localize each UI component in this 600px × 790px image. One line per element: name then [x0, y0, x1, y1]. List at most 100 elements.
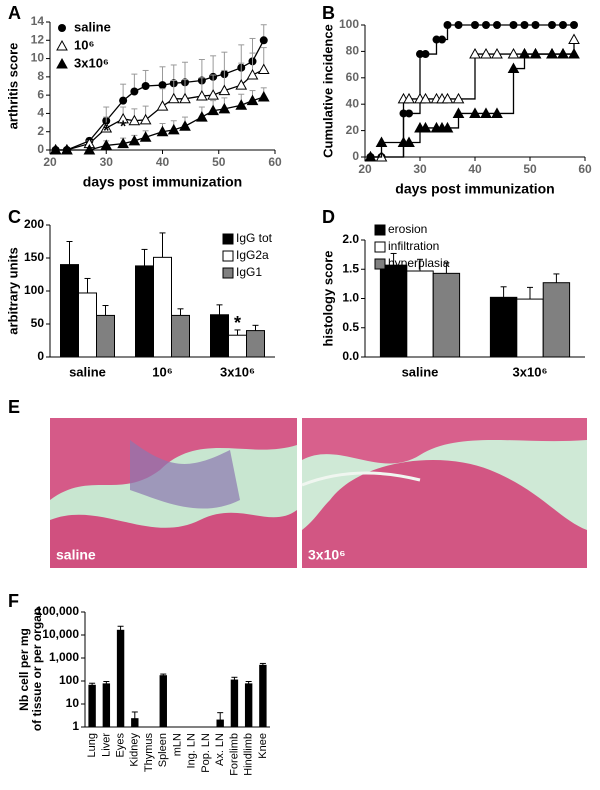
marker [156, 125, 169, 137]
y-tick-label: 2 [37, 124, 44, 138]
x-tick-label: 20 [358, 162, 372, 176]
y-tick-label: 20 [346, 123, 360, 137]
y-tick-label: 1 [72, 719, 79, 733]
legend-label: IgG1 [236, 265, 262, 279]
bar [153, 256, 172, 358]
y-axis-label: arthritis score [5, 43, 20, 130]
marker [432, 35, 441, 44]
x-tick-label: 50 [523, 162, 537, 176]
y-tick-label: 12 [31, 32, 45, 46]
bar [159, 675, 167, 728]
marker [520, 21, 529, 29]
annotation: * [234, 313, 241, 333]
bar [259, 664, 267, 728]
marker [167, 92, 180, 104]
marker [491, 107, 503, 118]
legend-swatch [222, 250, 234, 262]
x-axis-label: days post immunization [395, 181, 554, 197]
y-axis-label: Cumulative incidence [320, 24, 335, 158]
marker [441, 92, 454, 104]
x-tick-label: Spleen [157, 733, 169, 767]
bar [171, 314, 190, 358]
marker [441, 121, 454, 133]
x-tick-label: 40 [156, 155, 170, 169]
marker [469, 48, 481, 59]
marker [469, 107, 481, 118]
marker [403, 136, 415, 147]
marker [167, 123, 180, 135]
bone [302, 418, 587, 464]
marker [509, 21, 518, 29]
marker [471, 21, 479, 29]
legend-label: saline [74, 19, 111, 34]
marker [482, 21, 490, 29]
marker [218, 102, 231, 114]
marker [139, 131, 152, 142]
y-tick-label: 0.0 [342, 349, 359, 363]
x-tick-label: 3x10⁶ [513, 364, 548, 379]
bar [210, 314, 229, 358]
bar [516, 298, 544, 358]
marker [529, 48, 542, 59]
bar [131, 718, 139, 728]
marker [179, 92, 191, 104]
marker [117, 112, 129, 124]
marker [117, 137, 129, 149]
marker [100, 122, 113, 133]
y-tick-label: 10 [31, 51, 45, 65]
bone [302, 460, 587, 568]
marker [518, 48, 531, 59]
y-tick-label: 0 [37, 349, 44, 363]
bar [432, 272, 461, 358]
x-tick-label: saline [69, 364, 106, 379]
x-tick-label: Kidney [129, 733, 141, 767]
marker [421, 50, 430, 59]
y-tick-label: 10 [66, 696, 80, 710]
y-tick-label: 1.0 [342, 291, 359, 305]
marker [130, 87, 139, 96]
bar [379, 264, 408, 358]
x-tick-label: Forelimb [228, 733, 240, 776]
marker [246, 68, 259, 80]
x-tick-label: 30 [413, 162, 427, 176]
marker [158, 81, 167, 90]
x-tick-label: 60 [268, 155, 282, 169]
x-tick-label: mLN [171, 733, 183, 756]
bar [216, 719, 224, 728]
marker [419, 92, 432, 104]
y-tick-label: 100,000 [36, 604, 80, 618]
marker [218, 84, 231, 96]
x-tick-label: 60 [578, 162, 592, 176]
y-tick-label: 200 [24, 217, 44, 231]
panel-label: F [8, 591, 19, 611]
annotation: * [103, 123, 110, 140]
bar [489, 296, 518, 358]
x-tick-label: Thymus [143, 733, 155, 773]
marker [548, 21, 556, 29]
y-tick-label: 100 [339, 17, 359, 31]
bar [60, 264, 79, 358]
marker [235, 79, 248, 90]
x-tick-label: 3x10⁶ [220, 364, 255, 379]
x-tick-label: Eyes [114, 733, 126, 758]
marker [235, 99, 248, 110]
legend-swatch [374, 241, 386, 253]
y-axis-label: arbitrary units [5, 247, 20, 334]
marker [507, 62, 520, 74]
panel-label: A [8, 3, 21, 23]
legend-swatch [374, 224, 386, 236]
marker [119, 96, 128, 105]
histology-images: E saline 3x10⁶ [8, 397, 587, 568]
legend-marker [56, 57, 68, 69]
panel-label: C [8, 207, 21, 227]
y-tick-label: 10,000 [42, 627, 79, 641]
marker [531, 21, 540, 29]
x-tick-label: Knee [257, 733, 269, 759]
marker [196, 90, 208, 101]
marker [480, 107, 492, 118]
marker [128, 114, 141, 126]
y-tick-label: 80 [346, 44, 360, 58]
infiltrate [130, 440, 240, 509]
bar [228, 334, 247, 358]
